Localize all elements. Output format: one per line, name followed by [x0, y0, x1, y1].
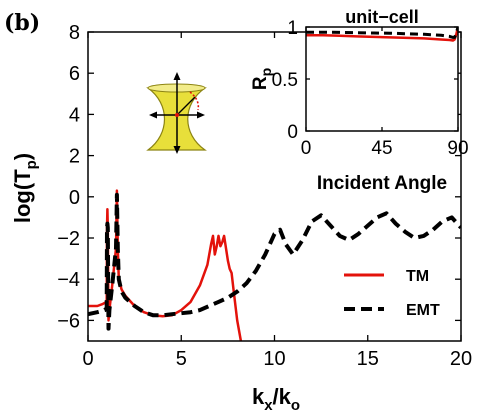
main-series-tm — [88, 189, 243, 341]
main-x-tick-label: 15 — [357, 348, 379, 370]
inset-series-emt — [306, 27, 458, 39]
panel-label: (b) — [4, 10, 40, 36]
arrow-head-left — [149, 111, 157, 119]
inset-plot: 0 45 90 0 0.5 1 unit−cell Incident Angle Rp — [250, 7, 469, 194]
main-y-axis-label: log(Tp) — [10, 153, 40, 223]
inset-background — [306, 27, 458, 131]
inset-title: unit−cell — [345, 7, 419, 27]
main-x-label-sub1: x — [264, 397, 273, 414]
main-x-label-slash: /k — [273, 384, 292, 409]
inset-y-tick-label: 0.5 — [272, 70, 298, 91]
origin-dot — [175, 113, 179, 117]
main-x-tick-label: 0 — [82, 348, 93, 370]
inset-series-tm — [306, 27, 458, 42]
main-x-label-main: k — [252, 384, 265, 409]
inset-plot-ticks: 0 45 90 0 0.5 1 — [272, 18, 469, 159]
legend-label-tm: TM — [406, 268, 429, 285]
main-y-label-close: ) — [10, 153, 35, 160]
inset-y-tick-label: 1 — [287, 18, 298, 39]
inset-x-tick-label: 90 — [447, 138, 468, 159]
main-x-axis-label: kx/ko — [252, 384, 300, 414]
hyperboloid-illustration — [146, 72, 207, 154]
main-y-tick-label: 2 — [69, 146, 80, 168]
main-series-emt — [88, 192, 461, 331]
inset-y-label-sub: p — [258, 68, 274, 77]
main-y-tick-label: −6 — [57, 310, 80, 332]
arrow-head-right — [197, 111, 205, 119]
main-y-tick-label: −4 — [57, 269, 80, 291]
inset-x-axis-label: Incident Angle — [317, 173, 447, 194]
arrow-head-up — [173, 72, 181, 80]
red-dotted-curve — [189, 91, 200, 111]
inset-x-tick-label: 0 — [301, 138, 312, 159]
inset-plot-data — [306, 27, 458, 42]
inset-y-label-main: R — [250, 76, 271, 90]
main-y-tick-label: 6 — [69, 63, 80, 85]
main-x-tick-label: 10 — [263, 348, 285, 370]
diagonal-axis — [176, 96, 196, 116]
main-y-tick-label: −2 — [57, 228, 80, 250]
arrow-head-down — [173, 146, 181, 154]
main-y-tick-label: 4 — [69, 104, 80, 126]
inset-x-tick-label: 45 — [371, 138, 392, 159]
main-y-tick-label: 0 — [69, 187, 80, 209]
main-y-label-sub: p — [23, 160, 40, 169]
main-x-label-sub2: o — [291, 397, 300, 414]
inset-y-axis-label: Rp — [250, 68, 274, 90]
main-x-tick-label: 20 — [450, 348, 472, 370]
main-x-tick-label: 5 — [176, 348, 187, 370]
legend: TM EMT — [344, 268, 440, 319]
main-y-label-main: log(T — [10, 169, 35, 223]
main-y-tick-label: 8 — [69, 22, 80, 44]
main-plot-data — [88, 189, 461, 341]
legend-label-emt: EMT — [406, 302, 440, 319]
inset-y-tick-label: 0 — [287, 122, 298, 143]
